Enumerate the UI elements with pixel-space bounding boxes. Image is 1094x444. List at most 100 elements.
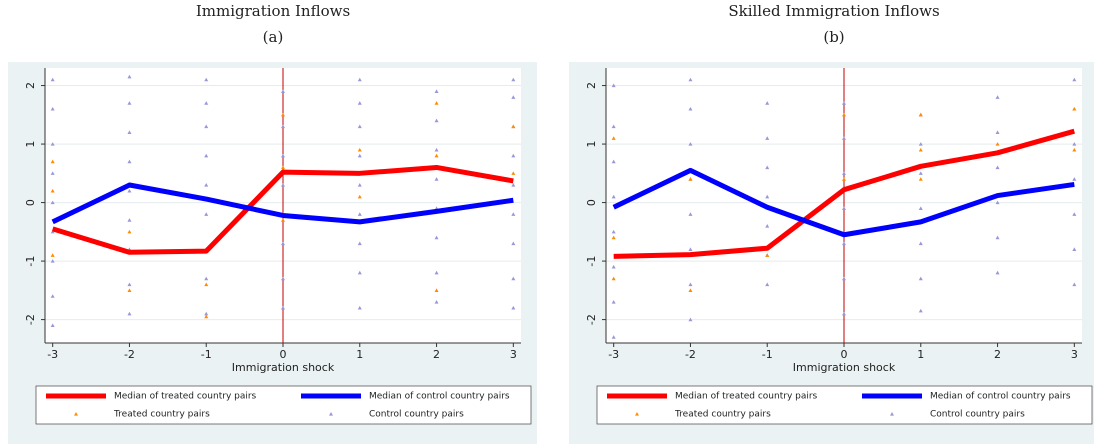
scatter-point bbox=[204, 212, 209, 216]
median-line bbox=[613, 128, 1076, 259]
scatter-point bbox=[511, 241, 516, 246]
scatter-point bbox=[995, 130, 1000, 134]
scatter-point bbox=[765, 253, 770, 257]
scatter-point bbox=[995, 142, 1000, 146]
scatter-point bbox=[611, 83, 616, 88]
scatter-point bbox=[50, 229, 55, 234]
scatter-point bbox=[204, 311, 209, 316]
legend-marker bbox=[329, 412, 333, 416]
scatter-point bbox=[918, 147, 923, 152]
scatter-point bbox=[511, 77, 516, 82]
x-tick-label: 0 bbox=[841, 348, 848, 361]
legend-label: Control country pairs bbox=[930, 410, 1025, 420]
x-tick-label: 0 bbox=[280, 348, 287, 361]
scatter-point bbox=[511, 124, 516, 129]
x-tick-label: 1 bbox=[356, 348, 363, 361]
scatter-point bbox=[611, 229, 616, 234]
scatter-point bbox=[434, 118, 439, 123]
scatter-point bbox=[434, 147, 439, 152]
x-tick-label: -1 bbox=[201, 348, 212, 361]
scatter-point bbox=[765, 165, 770, 170]
scatter-point bbox=[127, 188, 132, 193]
scatter-point bbox=[50, 323, 55, 328]
scatter-point bbox=[50, 171, 55, 175]
y-tick-label: 1 bbox=[585, 141, 598, 148]
median-line bbox=[51, 182, 514, 225]
scatter-point bbox=[995, 95, 1000, 99]
y-tick-label: 1 bbox=[24, 141, 37, 148]
scatter-point bbox=[127, 130, 132, 134]
scatter-point bbox=[434, 300, 439, 304]
y-tick-label: -1 bbox=[585, 256, 598, 267]
scatter-point bbox=[765, 101, 770, 105]
scatter-point bbox=[1072, 212, 1077, 216]
scatter-point bbox=[127, 229, 132, 234]
scatter-point bbox=[918, 276, 923, 281]
scatter-point bbox=[688, 106, 693, 111]
chart-title: Immigration Inflows bbox=[196, 2, 350, 20]
scatter-point bbox=[918, 112, 923, 117]
scatter-point bbox=[204, 153, 209, 158]
scatter-point bbox=[1072, 106, 1077, 111]
scatter-point bbox=[511, 183, 516, 187]
scatter-point bbox=[765, 194, 770, 199]
scatter-point bbox=[511, 212, 516, 216]
scatter-point bbox=[434, 101, 439, 105]
scatter-point bbox=[357, 147, 362, 152]
scatter-point bbox=[1072, 142, 1077, 146]
scatter-point bbox=[688, 247, 693, 251]
scatter-point bbox=[434, 89, 439, 94]
y-tick-label: 2 bbox=[585, 82, 598, 89]
scatter-point bbox=[765, 223, 770, 228]
scatter-point bbox=[611, 300, 616, 304]
scatter-point bbox=[842, 241, 846, 246]
scatter-point bbox=[204, 282, 209, 287]
legend-label: Median of control country pairs bbox=[930, 392, 1071, 402]
scatter-point bbox=[688, 77, 693, 82]
scatter-point bbox=[611, 136, 616, 140]
legend-label: Median of control country pairs bbox=[369, 392, 510, 402]
scatter-point bbox=[611, 335, 616, 339]
scatter-point bbox=[688, 282, 693, 287]
x-axis-label: Immigration shock bbox=[793, 361, 896, 374]
scatter-point bbox=[918, 308, 923, 313]
scatter-point bbox=[204, 183, 209, 187]
scatter-point bbox=[281, 276, 285, 281]
scatter-point bbox=[204, 101, 209, 105]
x-tick-label: 2 bbox=[433, 348, 440, 361]
scatter-point bbox=[204, 77, 209, 82]
scatter-point bbox=[50, 188, 55, 193]
scatter-point bbox=[127, 282, 132, 287]
scatter-point bbox=[281, 183, 285, 187]
y-tick-label: -1 bbox=[24, 256, 37, 267]
x-tick-label: 3 bbox=[1071, 348, 1078, 361]
scatter-point bbox=[842, 171, 846, 175]
scatter-point bbox=[357, 124, 362, 129]
scatter-point bbox=[357, 270, 362, 275]
scatter-point bbox=[281, 153, 285, 158]
scatter-point bbox=[204, 124, 209, 129]
scatter-point bbox=[688, 212, 693, 216]
scatter-point bbox=[1072, 282, 1077, 287]
scatter-point bbox=[50, 142, 55, 146]
x-axis-label: Immigration shock bbox=[232, 361, 335, 374]
scatter-point bbox=[765, 136, 770, 140]
y-tick-label: -2 bbox=[585, 314, 598, 325]
panel: Immigration Inflows (a) -2 -1 0 1 2 -3 -2 -1 0 1 2 3 I… bbox=[8, 2, 537, 444]
scatter-point bbox=[50, 259, 55, 263]
scatter-point bbox=[688, 288, 693, 292]
scatter-point bbox=[281, 218, 285, 222]
scatter-point bbox=[357, 212, 362, 216]
scatter-point bbox=[357, 305, 362, 310]
x-tick-label: -1 bbox=[762, 348, 773, 361]
scatter-point bbox=[842, 112, 846, 117]
scatter-point bbox=[611, 276, 616, 281]
x-tick-label: -3 bbox=[47, 348, 58, 361]
legend bbox=[35, 385, 532, 425]
scatter-point bbox=[281, 241, 285, 246]
legend-label: Median of treated country pairs bbox=[675, 392, 818, 402]
scatter-point bbox=[1072, 77, 1077, 82]
scatter-point bbox=[511, 171, 516, 175]
scatter-point bbox=[918, 177, 923, 181]
